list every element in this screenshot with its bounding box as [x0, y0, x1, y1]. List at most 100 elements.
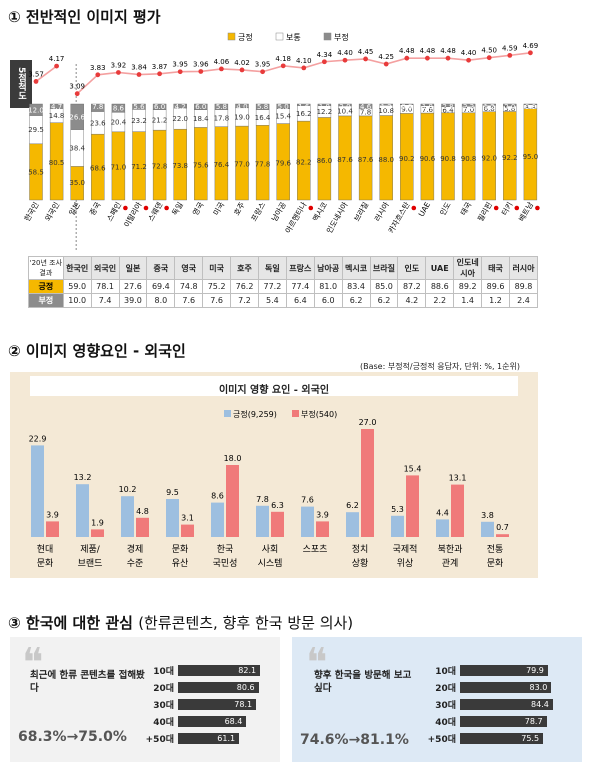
score-label: 4.50 [481, 47, 497, 55]
score-point [528, 50, 533, 56]
table-column-header: 프랑스 [285, 256, 315, 280]
red-dot-marker [535, 205, 540, 211]
bar-부정 [214, 103, 229, 110]
table-cell: 7.6 [202, 293, 232, 308]
score-point [74, 91, 80, 97]
legend-swatch [323, 32, 332, 41]
score-label: 3.87 [152, 63, 168, 71]
bar-positive [31, 445, 44, 537]
bar-value-label: 7.6 [422, 106, 434, 114]
bar-value-label: 6.0 [195, 103, 206, 111]
score-point [322, 59, 327, 65]
bar-negative [91, 529, 104, 537]
bar-부정 [132, 103, 146, 110]
score-point [157, 71, 163, 77]
score-point [280, 63, 286, 69]
bar-value-label: 86.0 [317, 157, 333, 165]
score-label: 3.57 [28, 70, 44, 78]
table-cell: 1.2 [481, 293, 510, 308]
x-tick-label: 태국 [459, 200, 474, 217]
bar-positive [346, 512, 359, 537]
table-column-header: 독일 [257, 256, 287, 280]
x-tick-label: 시스템 [258, 557, 283, 569]
score-point [54, 63, 59, 69]
bar-부정 [91, 103, 105, 112]
bar-value-label: 5.3 [391, 505, 404, 514]
x-tick-label: 정치 [352, 543, 369, 555]
score-point [198, 69, 204, 74]
age-bar: 79.9 [460, 665, 548, 676]
x-tick-label: 인도 [437, 200, 453, 217]
score-label: 4.34 [317, 51, 333, 59]
red-dot-marker [143, 205, 149, 211]
bar-value-label: 6.2 [346, 501, 359, 510]
table-row-label: 부정 [28, 293, 64, 308]
x-tick-label: 국민성 [213, 558, 238, 569]
bar-value-label: 9.5 [166, 488, 179, 497]
x-tick-label: 제품/ [80, 544, 101, 555]
bar-value-label: 4.4 [436, 508, 449, 517]
x-tick-label: 사회 [262, 544, 279, 555]
bar-value-label: 23.2 [131, 117, 147, 125]
score-point [486, 55, 492, 61]
bar-value-label: 4.6 [360, 103, 372, 111]
age-bar-value: 75.5 [521, 734, 540, 743]
bar-value-label: 10.4 [337, 107, 353, 115]
bar-value-label: 71.0 [111, 163, 127, 171]
bar-negative [316, 521, 329, 537]
age-bar: 75.5 [460, 733, 544, 744]
score-point [466, 57, 471, 63]
bar-value-label: 1.6 [298, 103, 310, 111]
table-cell: 10.0 [62, 293, 92, 308]
bar-부정 [503, 103, 517, 107]
bar-value-label: 7.8 [360, 109, 371, 117]
x-tick-label: 일본 [67, 200, 82, 217]
table-cell: 6.2 [341, 293, 371, 308]
bar-value-label: 77.8 [255, 160, 271, 168]
bar-value-label: 22.0 [172, 115, 188, 123]
x-tick-label: 멕시코 [310, 200, 329, 223]
chart2-bars: 22.9 3.9 13.2 1.9 10.2 4.8 9.5 3.1 8.6 18.0 7.86.3… [29, 418, 509, 537]
age-bar: 68.4 [178, 716, 247, 727]
age-label: 40대 [153, 718, 174, 728]
bar-value-label: 27.0 [359, 418, 377, 427]
table-column-header: 멕시코 [341, 256, 371, 280]
score-label: 4.69 [523, 42, 539, 50]
age-bar: 83.0 [460, 682, 552, 693]
table-cell: 77.4 [285, 279, 315, 294]
x-tick-label: 전통 [487, 544, 504, 555]
score-point [33, 79, 39, 84]
bar-negative [406, 475, 419, 537]
bar-value-label: 7.0 [463, 106, 474, 114]
score-label: 4.25 [378, 53, 394, 61]
age-label: +50대 [427, 735, 456, 745]
bar-value-label: 21.2 [152, 116, 168, 124]
score-label: 3.95 [172, 61, 188, 69]
score-label: 4.45 [358, 48, 374, 56]
results-2020-table: '20년 조사결과 한국인 외국인 일본 중국 영국 미국 호주 독일 프랑스 남아공 멕시코 브라질 인… [28, 256, 539, 308]
bar-value-label: 12.0 [28, 106, 44, 114]
table-cell: 6.4 [285, 293, 315, 308]
bar-value-label: 3.9 [316, 510, 329, 519]
score-label: 4.02 [234, 59, 250, 67]
bar-value-label: 82.2 [296, 158, 312, 166]
bar-value-label: 6.8 [484, 105, 495, 113]
age-bar-value: 80.6 [236, 683, 255, 692]
table-cell: 85.0 [369, 279, 399, 294]
bar-value-label: 10.2 [119, 485, 137, 494]
table-column-header: 인도 [397, 256, 427, 280]
table-column-header: 중국 [146, 256, 176, 280]
x-tick-label: 호주 [232, 200, 247, 217]
age-bar: 80.6 [178, 682, 259, 693]
bar-positive [436, 519, 449, 537]
visit-change: 74.6%→81.1% [300, 732, 409, 748]
bar-value-label: 8.6 [211, 492, 224, 501]
table-cell: 59.0 [62, 279, 92, 294]
bar-value-label: 6.0 [154, 103, 165, 111]
bar-value-label: 71.2 [131, 163, 147, 171]
table-cell: 1.4 [453, 293, 483, 308]
bar-value-label: 87.6 [337, 156, 353, 164]
bar-negative [46, 521, 59, 537]
x-tick-label: 위상 [397, 558, 414, 569]
bar-부정 [461, 103, 476, 107]
